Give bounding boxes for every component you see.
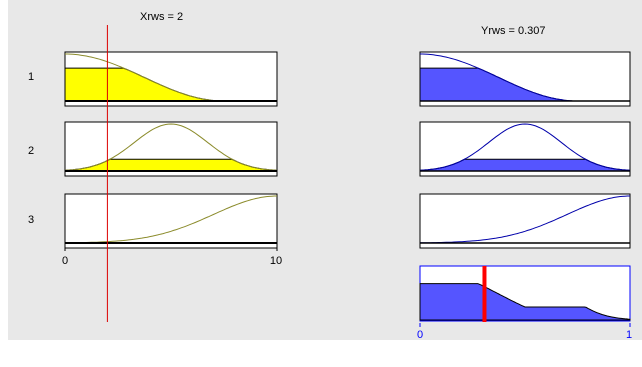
input-value-header: Xrws = 2 <box>140 11 184 23</box>
output-mf-curve-2 <box>419 123 631 171</box>
output-axis-max: 1 <box>625 329 633 341</box>
input-mf-panel-3 <box>64 193 278 249</box>
rule-number-2: 2 <box>28 145 35 157</box>
input-mf-curve-2 <box>64 123 278 171</box>
output-mf-panel-3 <box>419 193 631 249</box>
input-mf-curve-3 <box>65 195 277 244</box>
output-plots <box>419 51 631 249</box>
output-axis-min: 0 <box>416 329 424 341</box>
rule-number-1: 1 <box>28 71 35 83</box>
input-axis-max: 10 <box>269 255 283 267</box>
aggregate-area <box>419 283 631 321</box>
input-axis-min: 0 <box>61 255 69 267</box>
output-mf-curve-3 <box>420 195 630 244</box>
output-value-header: Yrws = 0.307 <box>481 25 546 37</box>
rule-number-3: 3 <box>28 214 35 226</box>
input-plots <box>64 51 278 251</box>
aggregate-output-plot <box>419 265 631 327</box>
